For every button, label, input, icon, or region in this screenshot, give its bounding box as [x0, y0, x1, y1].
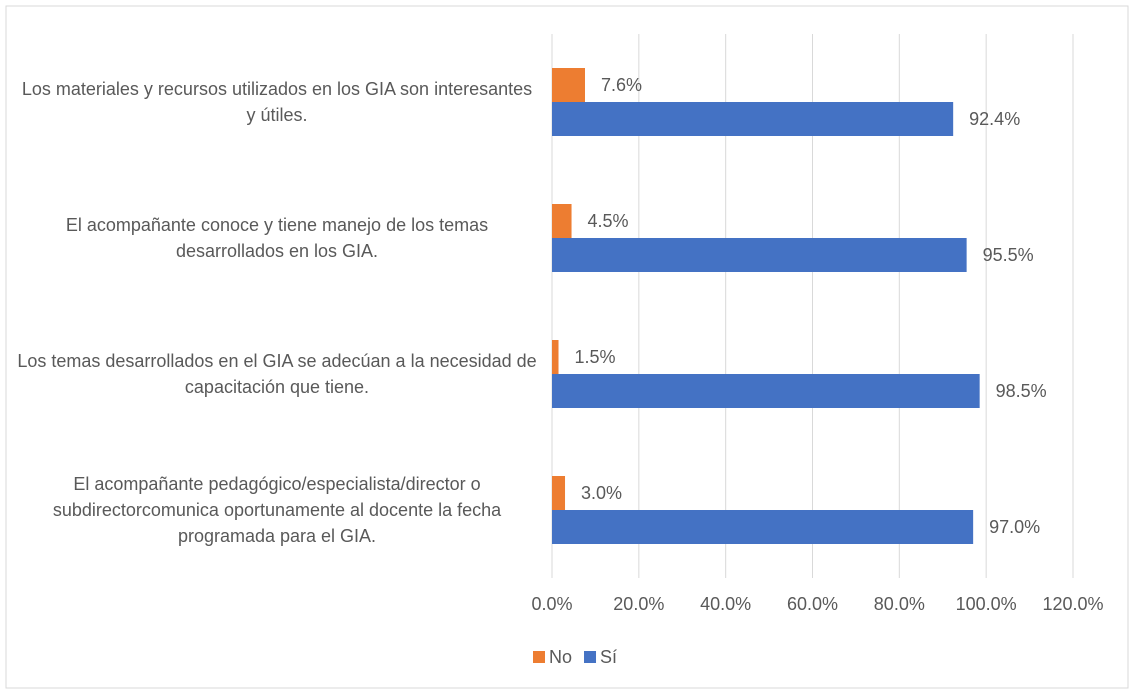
y-tick-label: Los temas desarrollados en el GIA se ade…	[17, 351, 537, 397]
x-tick-label: 60.0%	[787, 594, 838, 614]
bar	[552, 476, 566, 510]
bar	[552, 238, 967, 272]
bar	[552, 374, 980, 408]
data-label: 7.6%	[601, 75, 642, 95]
data-label: 1.5%	[575, 347, 616, 367]
y-tick-label: El acompañante pedagógico/especialista/d…	[52, 474, 502, 546]
bar	[552, 68, 585, 102]
legend-label: No	[549, 647, 572, 667]
x-tick-label: 100.0%	[956, 594, 1017, 614]
bar	[552, 204, 572, 238]
legend-label: Sí	[600, 647, 617, 667]
x-tick-label: 80.0%	[874, 594, 925, 614]
x-tick-label: 120.0%	[1042, 594, 1103, 614]
bar	[552, 510, 974, 544]
data-label: 98.5%	[996, 381, 1047, 401]
x-tick-label: 40.0%	[700, 594, 751, 614]
data-label: 97.0%	[989, 517, 1040, 537]
x-tick-label: 20.0%	[613, 594, 664, 614]
bar	[552, 102, 954, 136]
legend-swatch	[533, 651, 545, 663]
data-label: 4.5%	[588, 211, 629, 231]
y-tick-label: Los materiales y recursos utilizados en …	[21, 79, 533, 125]
y-tick-label: El acompañante conoce y tiene manejo de …	[65, 215, 489, 261]
x-tick-label: 0.0%	[531, 594, 572, 614]
legend-swatch	[584, 651, 597, 663]
data-label: 3.0%	[581, 483, 622, 503]
data-label: 92.4%	[969, 109, 1020, 129]
bar	[552, 340, 559, 374]
data-label: 95.5%	[983, 245, 1034, 265]
